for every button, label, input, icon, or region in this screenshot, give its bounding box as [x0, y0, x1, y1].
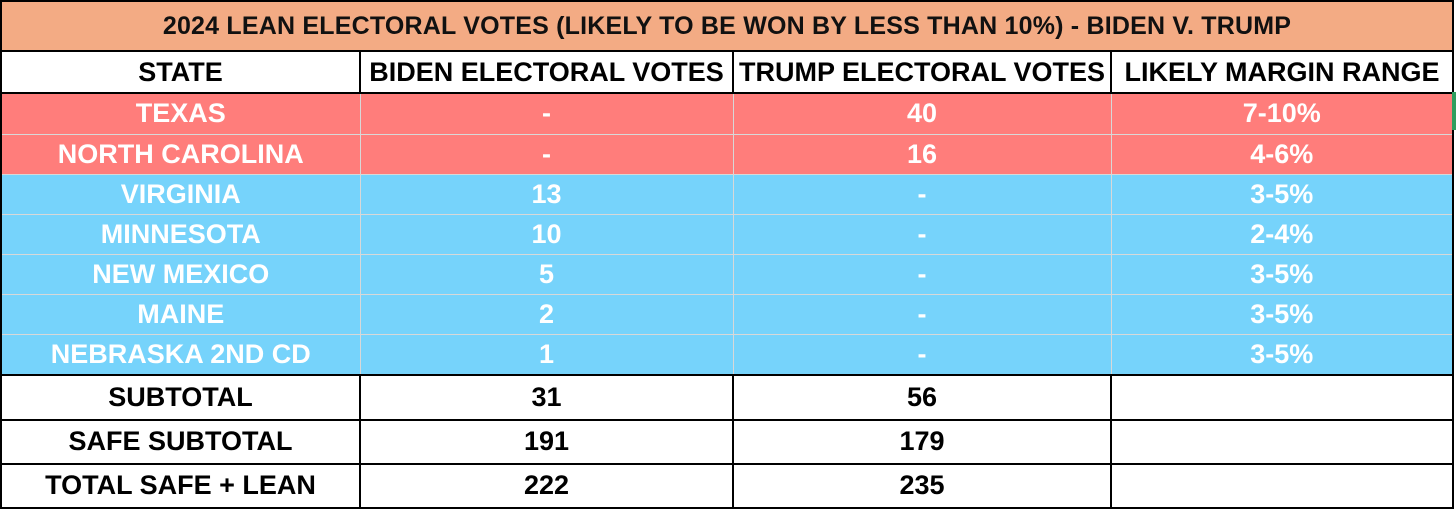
margin-cell[interactable]: 2-4%	[1111, 214, 1454, 255]
state-cell[interactable]: TEXAS	[0, 93, 361, 135]
trump-votes-cell[interactable]: -	[733, 294, 1112, 336]
trump-votes-cell[interactable]: 40	[733, 93, 1112, 135]
biden-total-cell[interactable]: 222	[359, 462, 734, 510]
margin-cell[interactable]: 3-5%	[1111, 174, 1454, 215]
state-cell[interactable]: MINNESOTA	[0, 214, 361, 255]
trump-votes-cell[interactable]: -	[733, 254, 1112, 296]
total-label-cell[interactable]: SAFE SUBTOTAL	[0, 418, 361, 465]
table-title[interactable]: 2024 LEAN ELECTORAL VOTES (LIKELY TO BE …	[0, 0, 1454, 53]
margin-cell[interactable]: 7-10%	[1111, 93, 1454, 135]
biden-votes-cell[interactable]: 10	[360, 214, 734, 255]
total-label-cell[interactable]: SUBTOTAL	[0, 374, 361, 421]
total-label-cell[interactable]: TOTAL SAFE + LEAN	[0, 462, 361, 510]
biden-votes-cell[interactable]: -	[360, 134, 734, 175]
trump-votes-cell[interactable]: -	[733, 174, 1112, 215]
total-safe-lean-row: TOTAL SAFE + LEAN 222 235	[0, 462, 1454, 510]
state-cell[interactable]: MAINE	[0, 294, 361, 336]
margin-cell[interactable]: 3-5%	[1111, 294, 1454, 336]
biden-votes-cell[interactable]: 1	[360, 334, 734, 376]
header-state[interactable]: STATE	[0, 50, 361, 95]
table-row: MINNESOTA 10 - 2-4%	[0, 214, 1454, 255]
table-row: NORTH CAROLINA - 16 4-6%	[0, 134, 1454, 175]
state-cell[interactable]: VIRGINIA	[0, 174, 361, 215]
header-biden-votes[interactable]: BIDEN ELECTORAL VOTES	[359, 50, 734, 95]
trump-total-cell[interactable]: 179	[732, 418, 1112, 465]
table-row: TEXAS - 40 7-10%	[0, 93, 1454, 135]
biden-votes-cell[interactable]: 5	[360, 254, 734, 296]
table-row: VIRGINIA 13 - 3-5%	[0, 174, 1454, 215]
margin-total-cell[interactable]	[1110, 462, 1454, 510]
safe-subtotal-row: SAFE SUBTOTAL 191 179	[0, 418, 1454, 465]
biden-total-cell[interactable]: 191	[359, 418, 734, 465]
table-row: NEBRASKA 2ND CD 1 - 3-5%	[0, 334, 1454, 376]
header-trump-votes[interactable]: TRUMP ELECTORAL VOTES	[732, 50, 1112, 95]
trump-votes-cell[interactable]: 16	[733, 134, 1112, 175]
header-margin-range[interactable]: LIKELY MARGIN RANGE	[1110, 50, 1454, 95]
margin-cell[interactable]: 4-6%	[1111, 134, 1454, 175]
trump-total-cell[interactable]: 235	[732, 462, 1112, 510]
state-cell[interactable]: NEW MEXICO	[0, 254, 361, 296]
biden-votes-cell[interactable]: -	[360, 93, 734, 135]
biden-votes-cell[interactable]: 13	[360, 174, 734, 215]
selection-edge-marker	[1452, 92, 1456, 130]
table-row: MAINE 2 - 3-5%	[0, 294, 1454, 336]
margin-total-cell[interactable]	[1110, 374, 1454, 421]
state-cell[interactable]: NORTH CAROLINA	[0, 134, 361, 175]
state-cell[interactable]: NEBRASKA 2ND CD	[0, 334, 361, 376]
margin-total-cell[interactable]	[1110, 418, 1454, 465]
biden-votes-cell[interactable]: 2	[360, 294, 734, 336]
subtotal-row: SUBTOTAL 31 56	[0, 374, 1454, 421]
trump-votes-cell[interactable]: -	[733, 214, 1112, 255]
trump-total-cell[interactable]: 56	[732, 374, 1112, 421]
title-row: 2024 LEAN ELECTORAL VOTES (LIKELY TO BE …	[0, 0, 1454, 53]
margin-cell[interactable]: 3-5%	[1111, 334, 1454, 376]
biden-total-cell[interactable]: 31	[359, 374, 734, 421]
margin-cell[interactable]: 3-5%	[1111, 254, 1454, 296]
trump-votes-cell[interactable]: -	[733, 334, 1112, 376]
table-row: NEW MEXICO 5 - 3-5%	[0, 254, 1454, 296]
header-row: STATE BIDEN ELECTORAL VOTES TRUMP ELECTO…	[0, 50, 1454, 95]
